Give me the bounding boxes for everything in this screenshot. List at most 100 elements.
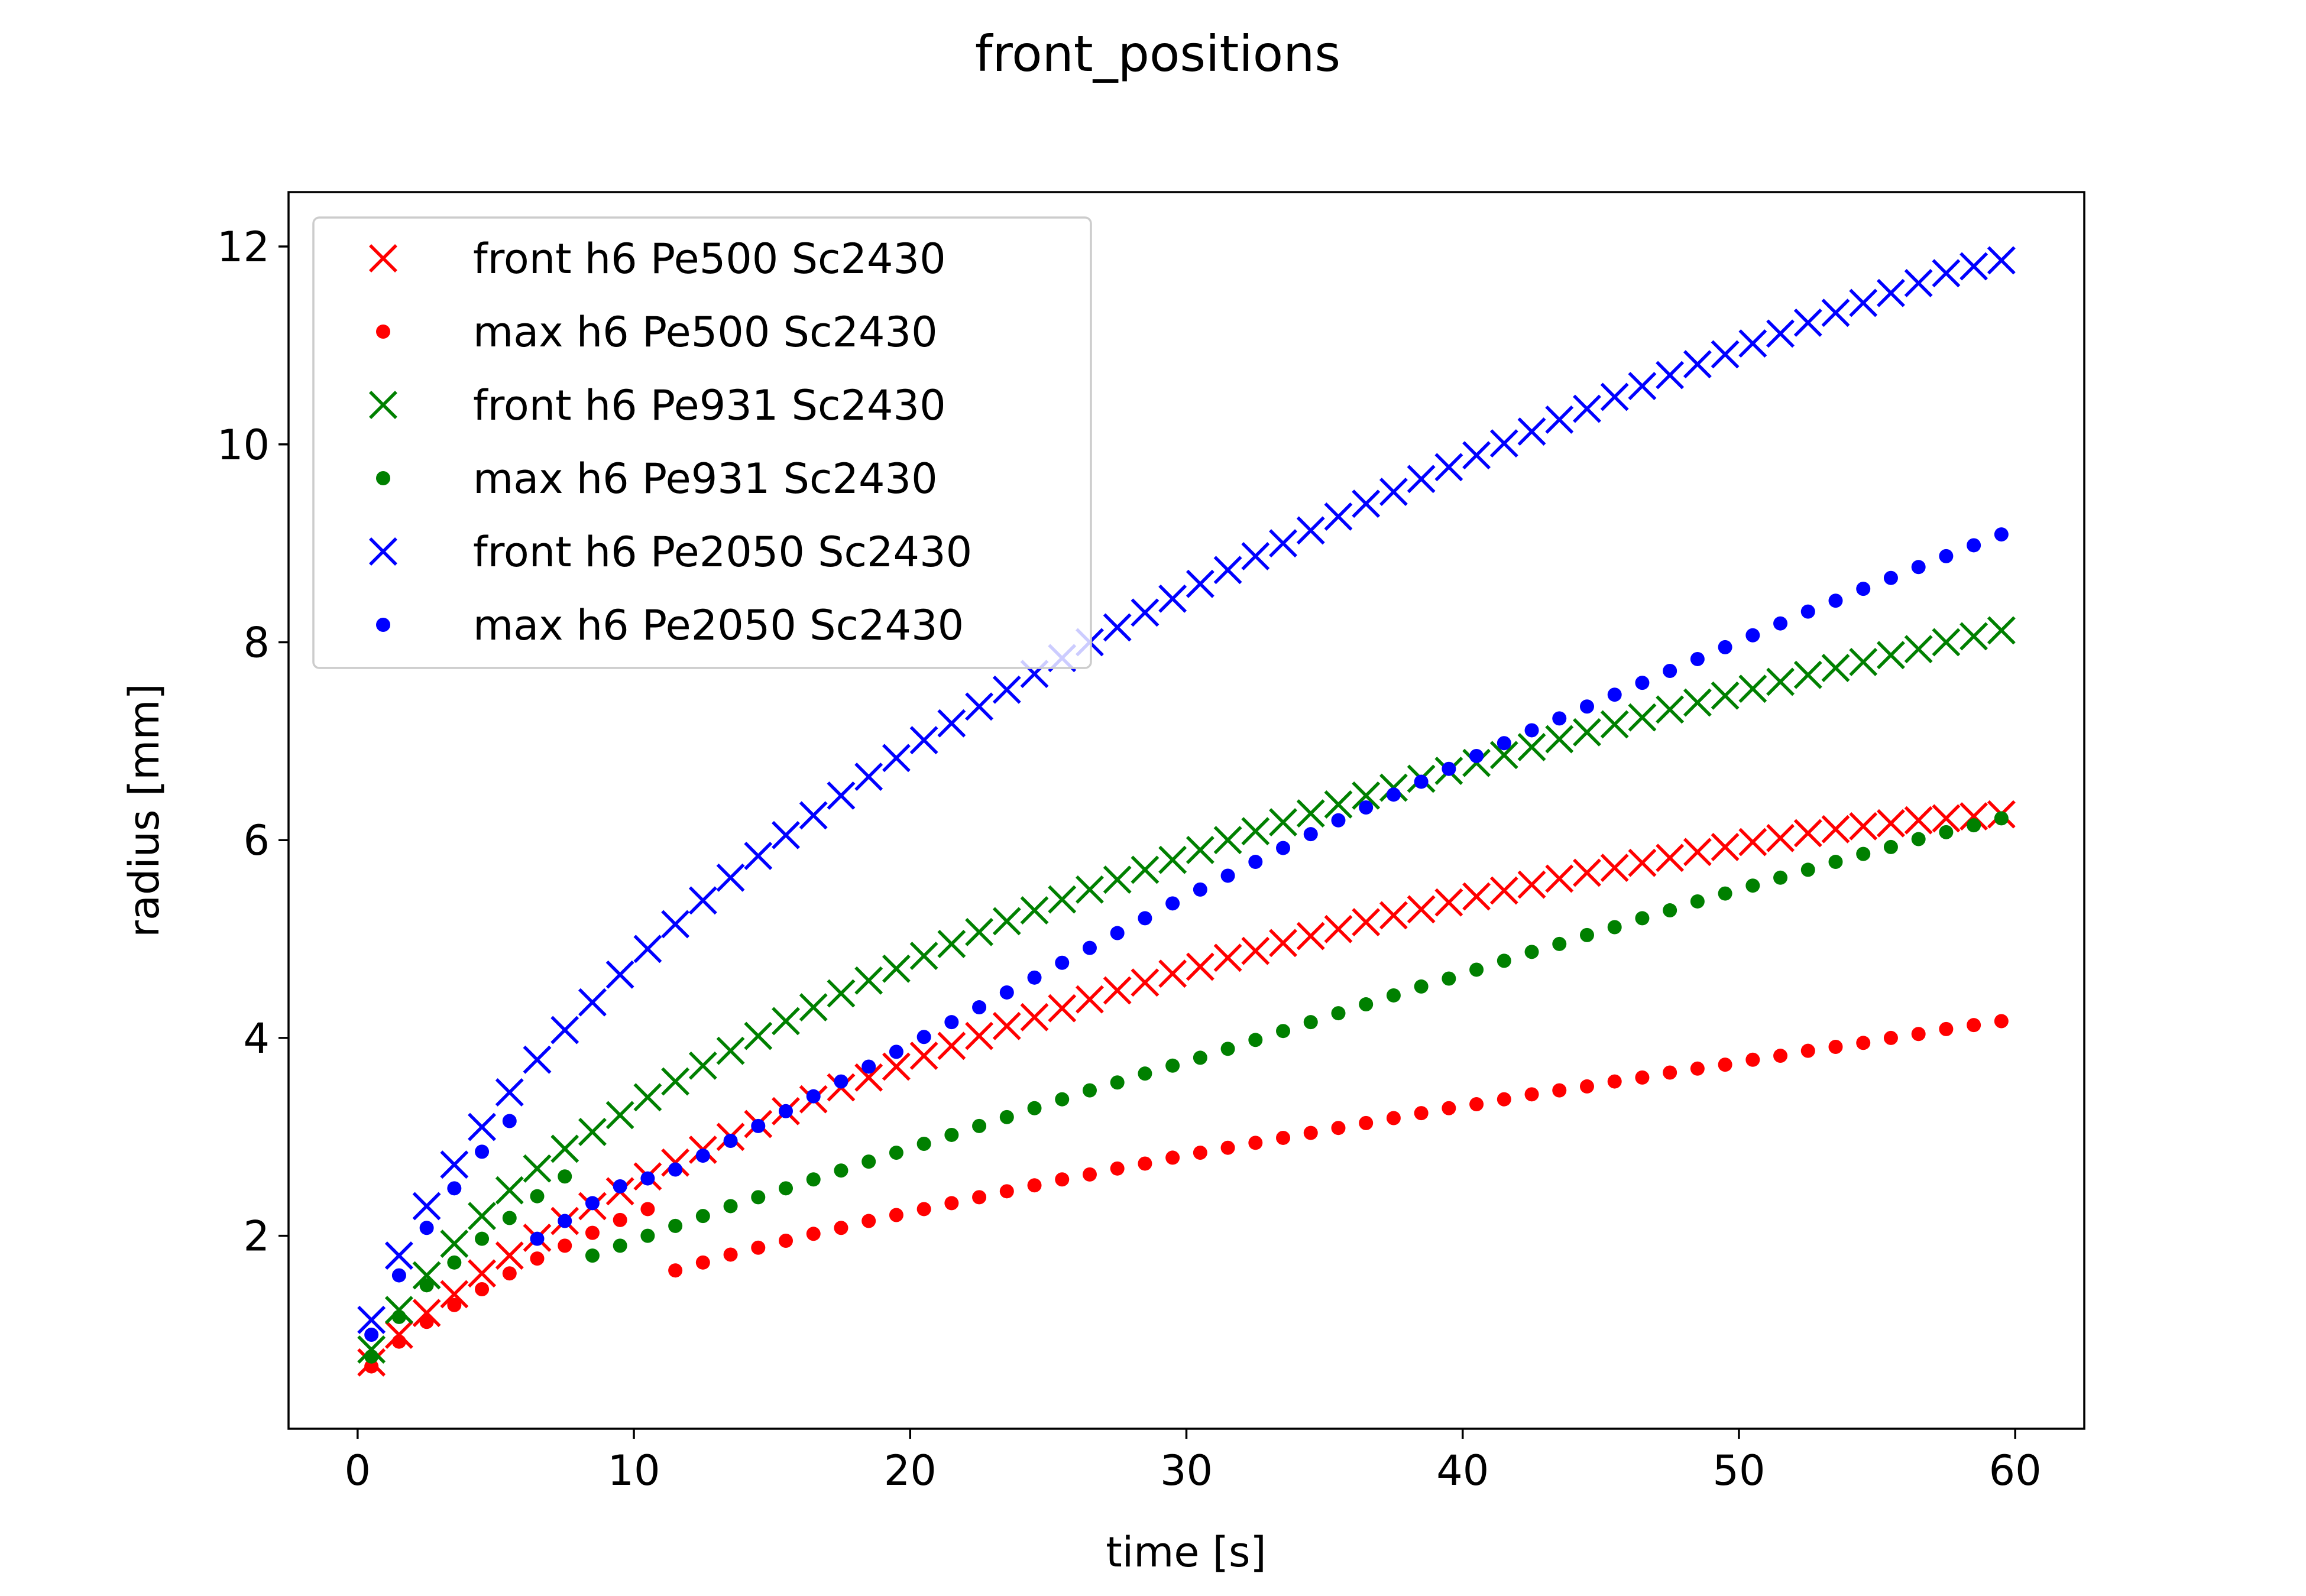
data-point — [1524, 1087, 1539, 1102]
data-point — [1434, 888, 1463, 917]
data-point — [882, 744, 911, 773]
data-point — [1220, 868, 1235, 883]
legend-label: front h6 Pe2050 Sc2430 — [473, 528, 972, 576]
data-point — [1904, 269, 1933, 297]
data-point — [495, 1176, 524, 1205]
data-point — [1407, 895, 1436, 924]
data-point — [1876, 278, 1905, 307]
x-tick-label: 10 — [607, 1446, 660, 1495]
data-point — [1856, 582, 1871, 596]
data-point — [391, 1309, 406, 1324]
data-point — [558, 1169, 572, 1184]
data-point — [1994, 1014, 2009, 1029]
legend-marker — [369, 537, 397, 566]
data-point — [1442, 1101, 1456, 1115]
data-point — [1269, 929, 1297, 958]
data-point — [364, 1359, 379, 1374]
data-point — [695, 1209, 710, 1224]
data-point — [1489, 876, 1518, 905]
data-point — [695, 1255, 710, 1270]
data-point — [1462, 441, 1491, 470]
data-point — [1773, 1049, 1788, 1063]
data-point — [1656, 844, 1685, 872]
data-point — [1103, 976, 1132, 1005]
data-point — [1738, 828, 1767, 857]
data-point — [633, 1083, 662, 1112]
data-point — [916, 1030, 931, 1044]
data-point — [502, 1211, 517, 1225]
data-point — [1331, 813, 1346, 828]
data-point — [640, 1171, 655, 1186]
axis-ticks: 0 10 20 30 40 50 60 2 4 6 8 10 12 — [217, 223, 2042, 1495]
data-point — [751, 1190, 766, 1205]
data-point — [613, 1238, 627, 1253]
data-point — [695, 1149, 710, 1163]
data-point — [1766, 823, 1795, 852]
data-point — [419, 1278, 434, 1293]
data-point — [419, 1315, 434, 1329]
data-point — [1138, 911, 1152, 926]
data-point — [523, 1045, 552, 1074]
data-point — [965, 917, 994, 946]
data-point — [495, 1078, 524, 1107]
data-point — [1828, 1039, 1843, 1054]
series-4 — [364, 811, 2009, 1364]
data-point — [447, 1297, 462, 1312]
y-tick-label: 6 — [243, 816, 270, 865]
data-point — [475, 1282, 490, 1297]
data-point — [744, 842, 773, 870]
data-point — [1497, 953, 1511, 968]
data-point — [1165, 896, 1180, 911]
data-point — [854, 763, 883, 791]
legend-marker — [376, 618, 390, 632]
data-point — [1904, 806, 1933, 835]
data-point — [751, 1240, 766, 1255]
data-point — [1579, 699, 1594, 714]
data-point — [799, 801, 828, 830]
data-point — [1158, 584, 1187, 613]
data-point — [1186, 569, 1214, 598]
data-point — [1683, 350, 1712, 379]
data-point — [1469, 748, 1484, 763]
data-point — [1324, 502, 1353, 531]
data-point — [854, 966, 883, 995]
series-1 — [357, 800, 2016, 1377]
data-point — [882, 1052, 911, 1081]
data-point — [1241, 936, 1270, 965]
data-point — [1994, 811, 2009, 826]
data-point — [1683, 838, 1712, 867]
data-point — [1849, 812, 1878, 841]
data-point — [1690, 1061, 1705, 1076]
data-point — [1738, 674, 1767, 703]
plot-area — [357, 246, 2016, 1377]
data-point — [1628, 372, 1657, 400]
data-point — [1628, 848, 1657, 877]
data-point — [1711, 681, 1740, 710]
legend-box — [312, 216, 1092, 669]
data-point — [1241, 817, 1270, 846]
data-point — [1359, 997, 1374, 1012]
data-point — [1711, 340, 1740, 369]
data-point — [1766, 319, 1795, 348]
data-point — [1607, 687, 1622, 702]
data-point — [965, 1021, 994, 1050]
data-point — [992, 1011, 1021, 1040]
data-point — [1600, 710, 1629, 739]
data-point — [772, 820, 800, 849]
y-axis-label: radius [mm] — [120, 683, 169, 938]
data-point — [999, 1184, 1014, 1199]
data-point — [1193, 882, 1207, 897]
data-point — [1828, 855, 1843, 870]
data-point — [1138, 1066, 1152, 1081]
data-point — [468, 1202, 497, 1231]
data-point — [999, 1110, 1014, 1124]
data-point — [1793, 308, 1822, 337]
x-tick-label: 60 — [1989, 1446, 2042, 1495]
y-tick-label: 4 — [243, 1014, 270, 1063]
data-point — [1103, 865, 1132, 894]
data-point — [364, 1328, 379, 1342]
data-point — [1352, 489, 1381, 518]
data-point — [909, 1042, 938, 1070]
data-point — [751, 1118, 766, 1133]
data-point — [1628, 703, 1657, 732]
